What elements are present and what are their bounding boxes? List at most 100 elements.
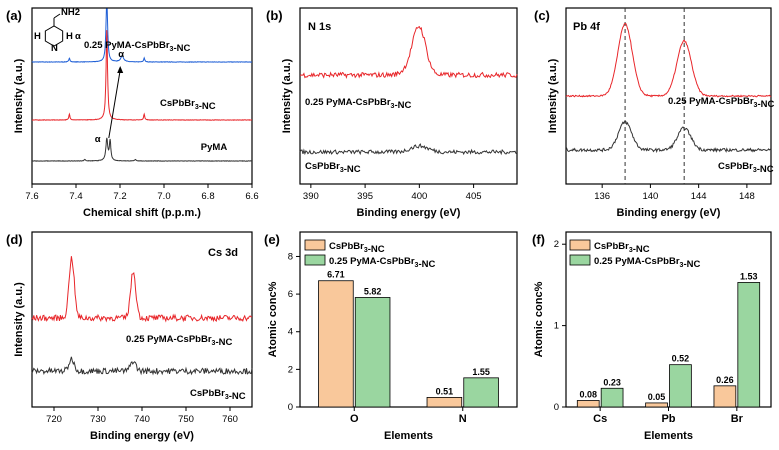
legend-label-green: 0.25 PyMA-CsPbBr3-NC (594, 256, 700, 270)
y-tick-label-f: 2 (554, 239, 559, 250)
y-tick-label-f: 1 (554, 321, 559, 332)
nh2-bond (53, 13, 61, 19)
series-line-black (31, 137, 253, 162)
series-line-red (31, 256, 252, 323)
panel-title-d: Cs 3d (208, 247, 238, 259)
bar-f-green (669, 364, 692, 408)
data-label-f: 0.26 (716, 375, 734, 385)
x-tick-label-b: 400 (411, 191, 427, 202)
data-label-f: 0.05 (648, 392, 666, 402)
series-line-blue (31, 8, 253, 63)
data-label-e: 0.51 (436, 386, 454, 396)
alpha-label: α (75, 31, 81, 42)
category-label-e: O (350, 413, 359, 425)
series-label-red: 0.25 PyMA-CsPbBr3-NC (126, 334, 232, 348)
panel-label-f: (f) (532, 232, 545, 247)
x-axis-title-a: Chemical shift (p.p.m.) (83, 207, 201, 219)
alpha-label: α (118, 49, 124, 60)
panel-title-c: Pb 4f (573, 21, 600, 33)
x-tick-label-b: 405 (466, 191, 482, 202)
x-tick-label-c: 144 (691, 191, 707, 202)
x-tick-label-a: 7.4 (69, 191, 82, 202)
panel-title-b: N 1s (308, 21, 331, 33)
legend-swatch-green (569, 254, 591, 266)
y-axis-title-f: Atomic conc% (533, 281, 545, 357)
y-tick-label-e: 0 (288, 402, 293, 413)
data-label-f: 0.52 (672, 354, 690, 364)
x-tick-label-a: 7.0 (157, 191, 170, 202)
y-axis-title-b: Intensity (a.u.) (281, 58, 293, 133)
x-tick-label-a: 6.8 (201, 191, 214, 202)
category-label-f: Br (731, 413, 744, 425)
bar-f-orange (576, 400, 600, 408)
bar-e-orange (426, 397, 463, 408)
panel-label-b: (b) (266, 8, 283, 23)
plot-frame-e (299, 231, 518, 408)
panel-label-e: (e) (264, 232, 280, 247)
y-axis-title-c: Intensity (a.u.) (547, 58, 559, 133)
x-tick-label-d: 760 (222, 414, 238, 425)
data-label-f: 0.23 (603, 377, 621, 387)
nh2-label: NH2 (61, 7, 80, 18)
x-tick-label-d: 750 (178, 414, 194, 425)
series-label-black: CsPbBr3-NC (305, 161, 361, 175)
x-tick-label-a: 7.2 (113, 191, 126, 202)
plot-frame-b (299, 7, 518, 185)
h-right-label: H (66, 31, 73, 42)
bar-e-orange (318, 280, 354, 408)
y-tick-label-f: 0 (554, 402, 559, 413)
series-line-red (565, 22, 772, 98)
bar-e-green (463, 377, 499, 408)
bar-f-green (600, 387, 624, 408)
series-line-black (31, 356, 253, 376)
data-label-f: 0.08 (579, 389, 597, 399)
series-label-black: CsPbBr3-NC (718, 161, 774, 175)
shift-arrow (108, 69, 121, 139)
y-tick-label-e: 4 (288, 327, 293, 338)
series-line-red (31, 30, 253, 121)
legend-swatch-orange (569, 239, 591, 251)
x-tick-label-a: 6.6 (245, 191, 258, 202)
data-label-e: 1.55 (472, 367, 490, 377)
series-label-black: PyMA (201, 142, 228, 153)
legend-swatch-green (304, 254, 326, 266)
x-axis-title-f: Elements (644, 430, 693, 442)
x-tick-label-d: 730 (90, 414, 106, 425)
panel-label-c: (c) (534, 8, 550, 23)
x-tick-label-c: 140 (642, 191, 658, 202)
x-tick-label-b: 395 (357, 191, 373, 202)
y-tick-label-e: 8 (288, 251, 293, 262)
y-tick-label-e: 2 (288, 364, 293, 375)
series-line-red (299, 26, 518, 80)
y-axis-title-a: Intensity (a.u.) (13, 58, 25, 133)
y-axis-title-d: Intensity (a.u.) (13, 282, 25, 357)
legend-label-green: 0.25 PyMA-CsPbBr3-NC (329, 256, 435, 270)
category-label-f: Cs (593, 413, 607, 425)
y-axis-title-e: Atomic conc% (267, 281, 279, 357)
legend-label-orange: CsPbBr3-NC (594, 241, 650, 255)
x-tick-label-c: 136 (594, 191, 610, 202)
series-label-red: 0.25 PyMA-CsPbBr3-NC (668, 96, 774, 110)
x-axis-title-b: Binding energy (eV) (357, 207, 461, 219)
shift-arrow-head (117, 66, 124, 73)
data-label-f: 1.53 (740, 271, 758, 281)
bar-f-orange (645, 402, 668, 408)
bar-f-green (737, 282, 761, 408)
pyridine-ring (44, 25, 64, 47)
series-label-red: 0.25 PyMA-CsPbBr3-NC (305, 97, 411, 111)
panel-label-d: (d) (6, 232, 23, 247)
x-tick-label-d: 740 (134, 414, 150, 425)
data-label-e: 5.82 (364, 286, 382, 296)
plot-frame-a (31, 7, 253, 185)
bar-f-orange (713, 385, 737, 408)
series-line-black (299, 143, 518, 156)
category-label-e: N (459, 413, 467, 425)
series-label-black: CsPbBr3-NC (190, 388, 246, 402)
x-axis-title-e: Elements (384, 430, 433, 442)
x-axis-title-c: Binding energy (eV) (617, 207, 721, 219)
h-left-label: H (34, 31, 41, 42)
x-axis-title-d: Binding energy (eV) (90, 430, 194, 442)
series-line-black (565, 120, 772, 154)
data-label-e: 6.71 (327, 270, 345, 280)
